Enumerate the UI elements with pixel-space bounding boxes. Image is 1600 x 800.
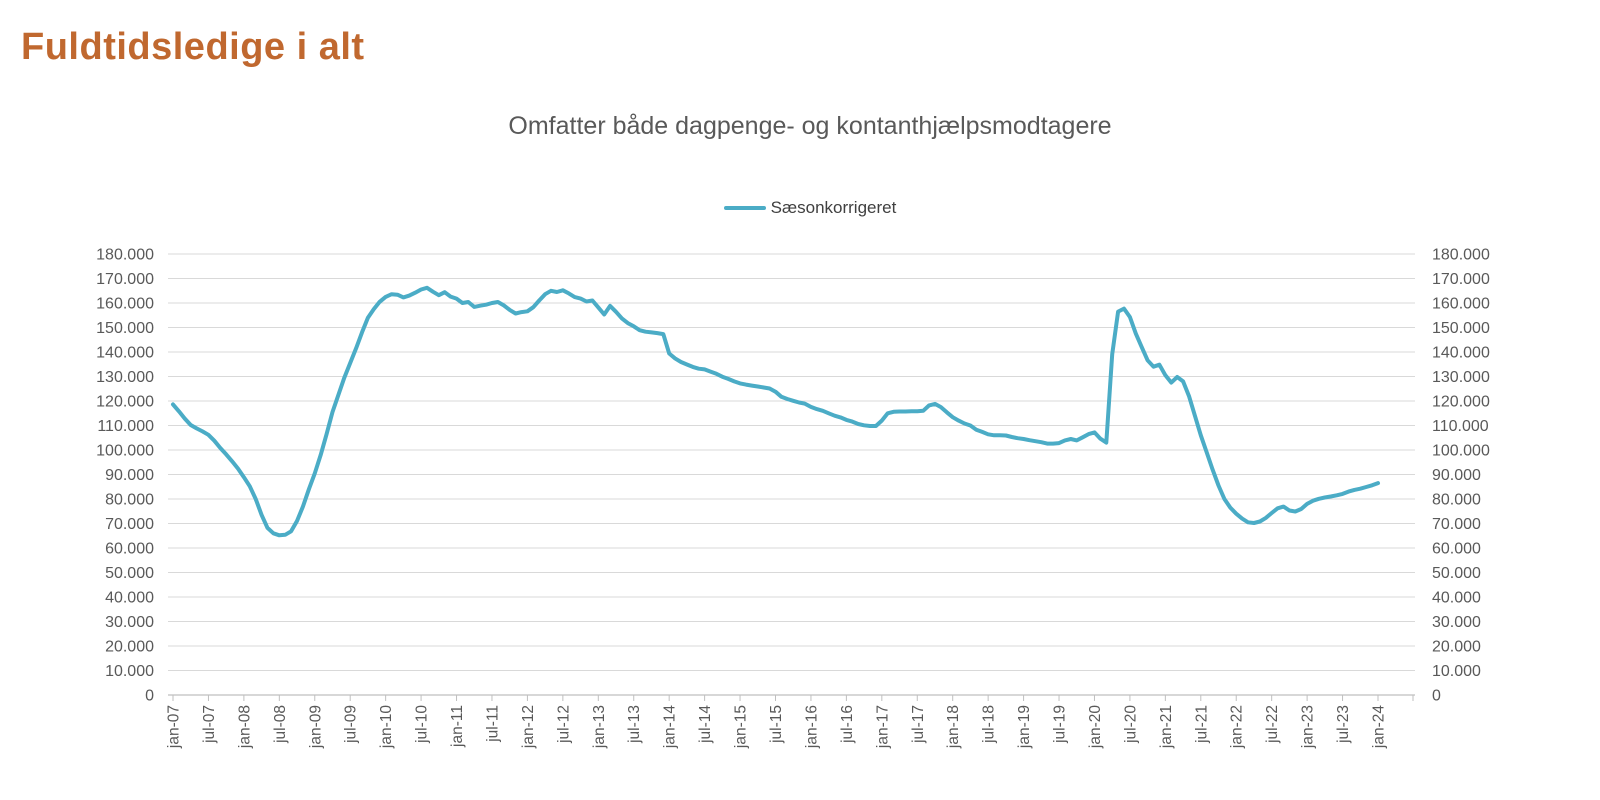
x-axis-label: jul-10 [414, 705, 431, 744]
x-axis-label: jul-12 [555, 705, 572, 744]
x-axis-label: jul-18 [981, 705, 998, 744]
x-axis-label: jul-17 [910, 705, 927, 744]
x-axis-label: jul-21 [1193, 705, 1210, 744]
x-axis-label: jan-10 [378, 705, 395, 749]
y-axis-label-right: 80.000 [1432, 492, 1481, 509]
y-axis-label-right: 10.000 [1432, 663, 1481, 680]
chart-header: Omfatter både dagpenge- og kontanthjælps… [130, 112, 1490, 141]
chart-title: Omfatter både dagpenge- og kontanthjælps… [508, 112, 1112, 140]
x-axis-label: jan-13 [591, 705, 608, 749]
x-axis-label: jan-23 [1300, 705, 1317, 749]
y-axis-label-left: 80.000 [105, 492, 154, 509]
y-axis-label-left: 150.000 [96, 320, 154, 337]
y-axis-label-left: 110.000 [97, 418, 154, 435]
y-axis-label-left: 140.000 [96, 345, 154, 362]
chart-legend: Sæsonkorrigeret [130, 198, 1490, 218]
y-axis-label-right: 70.000 [1432, 516, 1481, 533]
y-axis-label-left: 180.000 [96, 247, 154, 264]
y-axis-label-left: 120.000 [96, 394, 154, 411]
x-axis-label: jul-08 [272, 705, 289, 744]
y-axis-label-left: 90.000 [105, 467, 154, 484]
x-axis-label: jan-18 [945, 705, 962, 749]
y-axis-label-left: 30.000 [105, 614, 154, 631]
y-axis-label-right: 130.000 [1432, 369, 1490, 386]
y-axis-label-right: 150.000 [1432, 320, 1490, 337]
x-axis-label: jan-19 [1016, 705, 1033, 749]
y-axis-label-right: 0 [1432, 688, 1441, 705]
x-axis-label: jul-15 [768, 705, 785, 744]
x-axis-label: jul-22 [1264, 705, 1281, 744]
x-axis-label: jul-09 [343, 705, 360, 744]
legend-series-label: Sæsonkorrigeret [770, 198, 897, 217]
page-title: Fuldtidsledige i alt [21, 26, 365, 68]
y-axis-label-left: 20.000 [105, 639, 154, 656]
y-axis-label-right: 180.000 [1432, 247, 1490, 264]
x-axis-label: jan-16 [803, 705, 820, 749]
x-axis-label: jan-14 [662, 705, 679, 749]
y-axis-label-left: 70.000 [105, 516, 154, 533]
y-axis-label-left: 50.000 [105, 565, 154, 582]
x-axis-label: jan-21 [1158, 705, 1175, 749]
y-axis-label-right: 160.000 [1432, 296, 1490, 313]
x-axis-label: jan-09 [307, 705, 324, 749]
x-axis-label: jan-22 [1229, 705, 1246, 749]
y-axis-label-left: 0 [145, 688, 154, 705]
x-axis-label: jan-15 [733, 705, 750, 749]
legend-line-marker [723, 206, 766, 210]
x-axis-label: jan-24 [1371, 705, 1388, 749]
y-axis-label-right: 40.000 [1432, 590, 1481, 607]
y-axis-label-left: 40.000 [105, 590, 154, 607]
x-axis-label: jan-07 [166, 705, 183, 749]
series-line-saesonkorrigeret [171, 285, 1380, 538]
y-axis-label-left: 170.000 [96, 271, 154, 288]
x-axis-label: jul-20 [1122, 705, 1139, 744]
y-axis-label-right: 170.000 [1432, 271, 1490, 288]
y-axis-label-right: 100.000 [1432, 443, 1490, 460]
x-axis-label: jan-12 [520, 705, 537, 749]
y-axis-label-left: 100.000 [96, 443, 154, 460]
x-axis-label: jul-14 [697, 705, 714, 744]
x-axis-label: jul-23 [1335, 705, 1352, 744]
x-axis-label: jan-11 [449, 705, 466, 748]
x-axis-label: jul-16 [839, 705, 856, 744]
y-axis-label-right: 50.000 [1432, 565, 1481, 582]
y-axis-label-left: 160.000 [96, 296, 154, 313]
x-axis-label: jul-13 [626, 705, 643, 744]
x-axis-label: jul-07 [201, 705, 218, 744]
y-axis-label-right: 110.000 [1432, 418, 1489, 435]
y-axis-label-left: 60.000 [105, 541, 154, 558]
y-axis-label-right: 20.000 [1432, 639, 1481, 656]
x-axis-label: jul-11 [484, 705, 501, 743]
y-axis-label-right: 60.000 [1432, 541, 1481, 558]
y-axis-label-right: 140.000 [1432, 345, 1490, 362]
y-axis-label-left: 10.000 [105, 663, 154, 680]
x-axis-label: jan-17 [874, 705, 891, 749]
x-axis-label: jan-20 [1087, 705, 1104, 749]
y-axis-label-right: 30.000 [1432, 614, 1481, 631]
y-axis-label-left: 130.000 [96, 369, 154, 386]
x-axis-label: jul-19 [1052, 705, 1069, 744]
y-axis-label-right: 120.000 [1432, 394, 1490, 411]
x-axis-label: jan-08 [236, 705, 253, 749]
y-axis-label-right: 90.000 [1432, 467, 1481, 484]
